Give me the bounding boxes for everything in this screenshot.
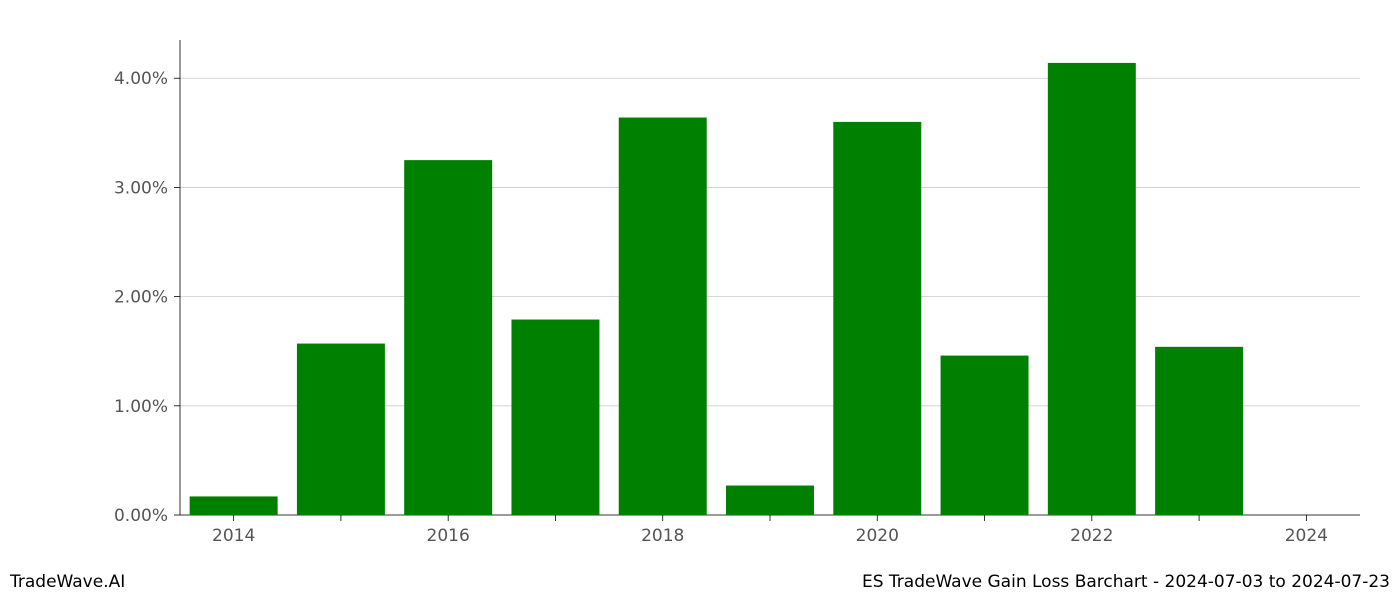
y-tick-label: 1.00% (114, 397, 168, 417)
bar (941, 356, 1029, 515)
footer-brand: TradeWave.AI (10, 572, 125, 592)
bar (619, 118, 707, 515)
bar (726, 486, 814, 515)
bar (1155, 347, 1243, 515)
x-tick-label: 2020 (856, 526, 899, 546)
bar (190, 496, 278, 515)
bar (404, 160, 492, 515)
y-tick-label: 2.00% (114, 288, 168, 308)
x-tick-label: 2018 (641, 526, 684, 546)
x-tick-label: 2016 (427, 526, 470, 546)
y-tick-label: 3.00% (114, 178, 168, 198)
bar (511, 320, 599, 515)
x-tick-label: 2022 (1070, 526, 1113, 546)
footer-caption: ES TradeWave Gain Loss Barchart - 2024-0… (862, 572, 1390, 592)
y-tick-label: 4.00% (114, 69, 168, 89)
x-tick-label: 2024 (1285, 526, 1328, 546)
bar (297, 344, 385, 515)
y-tick-label: 0.00% (114, 506, 168, 526)
bar (833, 122, 921, 515)
bar (1048, 63, 1136, 515)
bar-chart: 0.00% 1.00% 2.00% 3.00% 4.00% 2014 2016 2018 202… (0, 0, 1400, 600)
chart-container: 0.00% 1.00% 2.00% 3.00% 4.00% 2014 2016 2018 202… (0, 0, 1400, 600)
x-tick-label: 2014 (212, 526, 255, 546)
